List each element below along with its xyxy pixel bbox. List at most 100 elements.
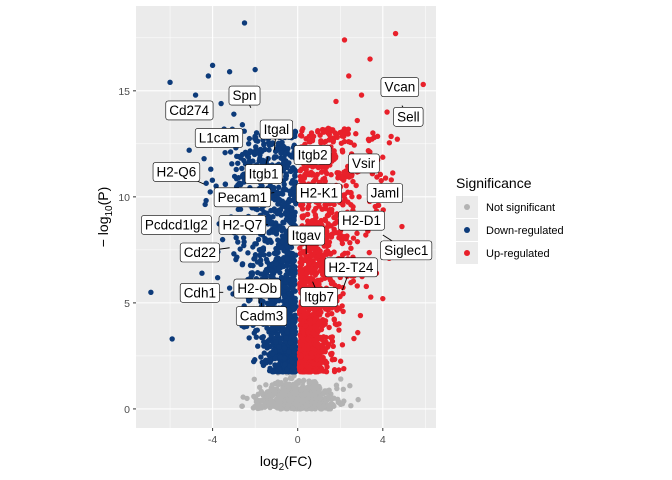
point-up-regulated (307, 325, 313, 331)
point-down-regulated (277, 207, 284, 213)
point-down-regulated (264, 325, 270, 331)
point-down-regulated (292, 281, 298, 287)
point-down-regulated (199, 270, 205, 276)
point-down-regulated (275, 184, 282, 191)
point-down-regulated (231, 173, 238, 180)
label-box (244, 164, 283, 184)
point-up-regulated (333, 98, 339, 105)
point-down-regulated (292, 172, 298, 179)
point-not-significant (338, 376, 344, 382)
point-down-regulated (286, 277, 292, 283)
label-text: Vsir (352, 156, 376, 171)
point-up-regulated (304, 336, 311, 342)
point-up-regulated (343, 129, 350, 135)
point-down-regulated (274, 210, 281, 217)
point-not-significant (335, 398, 342, 405)
point-down-regulated (237, 246, 243, 252)
point-up-regulated (330, 343, 336, 350)
point-up-regulated (318, 309, 324, 315)
point-up-regulated (358, 92, 365, 98)
point-up-regulated (329, 206, 335, 213)
point-up-regulated (378, 177, 384, 184)
x-axis-title-sub: 2 (279, 462, 285, 473)
point-not-significant (303, 403, 309, 409)
point-not-significant (286, 396, 292, 403)
point-not-significant (325, 394, 332, 400)
point-down-regulated (290, 326, 296, 333)
point-down-regulated (290, 304, 297, 311)
point-not-significant (333, 382, 340, 388)
point-down-regulated (252, 241, 258, 247)
point-up-regulated (332, 282, 338, 288)
point-down-regulated (263, 256, 270, 263)
point-down-regulated (279, 227, 285, 234)
point-down-regulated (283, 272, 289, 278)
point-up-regulated (299, 335, 306, 341)
point-down-regulated (289, 154, 295, 160)
point-up-regulated (350, 235, 357, 241)
point-up-regulated (329, 311, 335, 317)
point-down-regulated (288, 180, 295, 186)
point-up-regulated (353, 131, 359, 137)
point-up-regulated (300, 282, 307, 288)
point-down-regulated (229, 161, 235, 167)
point-up-regulated (384, 109, 390, 115)
point-down-regulated (261, 339, 267, 345)
point-down-regulated (275, 140, 282, 147)
point-not-significant (312, 400, 318, 407)
point-up-regulated (347, 239, 353, 246)
label-box (348, 153, 380, 174)
label-box (296, 183, 342, 203)
point-up-regulated (319, 206, 325, 212)
point-down-regulated (263, 210, 270, 216)
point-not-significant (292, 391, 298, 397)
point-down-regulated (238, 155, 244, 161)
point-up-regulated (313, 205, 319, 212)
point-not-significant (251, 376, 257, 382)
legend-label: Up-regulated (486, 248, 550, 260)
point-up-regulated (297, 173, 304, 180)
point-not-significant (298, 387, 305, 393)
point-down-regulated (267, 366, 273, 372)
point-down-regulated (272, 251, 279, 257)
gene-label-h2-t24: H2-T24 (324, 257, 378, 291)
point-not-significant (240, 394, 246, 400)
point-up-regulated (324, 224, 331, 230)
point-down-regulated (274, 332, 281, 338)
point-up-regulated (299, 201, 306, 208)
point-down-regulated (227, 149, 234, 155)
label-box (179, 242, 220, 263)
point-down-regulated (285, 250, 292, 256)
point-down-regulated (241, 20, 248, 26)
point-up-regulated (297, 168, 303, 174)
point-up-regulated (341, 365, 347, 372)
label-text: H2-Q6 (157, 164, 197, 179)
point-down-regulated (281, 344, 288, 351)
label-text: Sell (397, 109, 420, 124)
gene-label-cdh1: Cdh1 (179, 282, 224, 303)
label-box (324, 257, 378, 278)
point-up-regulated (300, 125, 306, 132)
point-not-significant (325, 402, 331, 408)
point-up-regulated (305, 245, 312, 252)
point-down-regulated (269, 350, 276, 357)
point-up-regulated (299, 277, 305, 283)
point-down-regulated (202, 201, 208, 208)
point-up-regulated (317, 360, 323, 367)
point-down-regulated (282, 284, 289, 290)
point-down-regulated (293, 168, 299, 174)
gene-label-itgav: Itgav (287, 225, 325, 255)
point-not-significant (317, 406, 324, 412)
point-down-regulated (260, 333, 266, 340)
point-down-regulated (289, 318, 296, 324)
point-down-regulated (209, 177, 216, 183)
point-up-regulated (329, 338, 336, 345)
point-down-regulated (291, 264, 298, 271)
point-up-regulated (308, 354, 315, 360)
point-up-regulated (324, 312, 331, 318)
point-up-regulated (318, 140, 324, 146)
point-down-regulated (261, 343, 267, 349)
point-down-regulated (278, 274, 285, 281)
point-up-regulated (354, 117, 360, 124)
point-up-regulated (343, 236, 349, 242)
